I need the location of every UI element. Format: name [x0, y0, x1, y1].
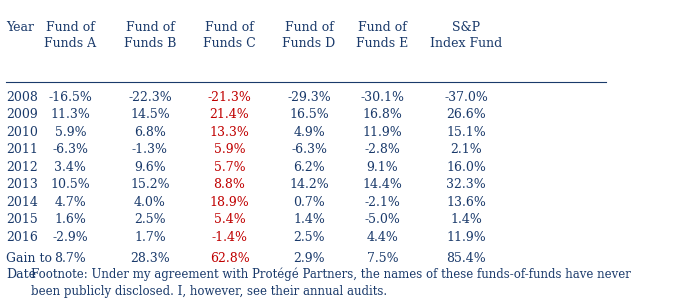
Text: 16.5%: 16.5%	[289, 108, 329, 121]
Text: S&P
Index Fund: S&P Index Fund	[430, 21, 503, 50]
Text: 16.8%: 16.8%	[362, 108, 403, 121]
Text: -1.4%: -1.4%	[211, 231, 248, 244]
Text: 1.4%: 1.4%	[450, 213, 482, 226]
Text: 2013: 2013	[6, 178, 38, 191]
Text: 1.7%: 1.7%	[134, 231, 166, 244]
Text: 2.5%: 2.5%	[134, 213, 165, 226]
Text: -2.8%: -2.8%	[364, 143, 401, 156]
Text: 21.4%: 21.4%	[209, 108, 249, 121]
Text: Fund of
Funds E: Fund of Funds E	[357, 21, 408, 50]
Text: 28.3%: 28.3%	[130, 252, 170, 265]
Text: -16.5%: -16.5%	[48, 91, 92, 104]
Text: 11.9%: 11.9%	[363, 126, 402, 139]
Text: -30.1%: -30.1%	[361, 91, 405, 104]
Text: 2010: 2010	[6, 126, 38, 139]
Text: 2014: 2014	[6, 196, 38, 209]
Text: Fund of
Funds C: Fund of Funds C	[203, 21, 256, 50]
Text: -1.3%: -1.3%	[132, 143, 168, 156]
Text: 5.7%: 5.7%	[214, 161, 245, 174]
Text: 11.3%: 11.3%	[50, 108, 90, 121]
Text: 14.5%: 14.5%	[130, 108, 170, 121]
Text: 2016: 2016	[6, 231, 38, 244]
Text: 4.4%: 4.4%	[366, 231, 399, 244]
Text: 10.5%: 10.5%	[50, 178, 90, 191]
Text: 2.5%: 2.5%	[293, 231, 325, 244]
Text: -5.0%: -5.0%	[364, 213, 401, 226]
Text: 6.2%: 6.2%	[293, 161, 325, 174]
Text: 0.7%: 0.7%	[293, 196, 325, 209]
Text: 9.1%: 9.1%	[366, 161, 399, 174]
Text: 32.3%: 32.3%	[447, 178, 487, 191]
Text: -29.3%: -29.3%	[287, 91, 331, 104]
Text: 2009: 2009	[6, 108, 38, 121]
Text: -37.0%: -37.0%	[445, 91, 489, 104]
Text: 15.1%: 15.1%	[447, 126, 487, 139]
Text: 5.9%: 5.9%	[54, 126, 86, 139]
Text: 5.4%: 5.4%	[214, 213, 246, 226]
Text: 8.8%: 8.8%	[214, 178, 246, 191]
Text: 4.9%: 4.9%	[293, 126, 325, 139]
Text: 15.2%: 15.2%	[130, 178, 170, 191]
Text: 2008: 2008	[6, 91, 38, 104]
Text: 2015: 2015	[6, 213, 38, 226]
Text: 2011: 2011	[6, 143, 38, 156]
Text: 13.3%: 13.3%	[209, 126, 249, 139]
Text: -6.3%: -6.3%	[291, 143, 327, 156]
Text: Gain to
Date: Gain to Date	[6, 252, 52, 281]
Text: 4.7%: 4.7%	[54, 196, 87, 209]
Text: 2.1%: 2.1%	[450, 143, 482, 156]
Text: 6.8%: 6.8%	[134, 126, 166, 139]
Text: 2012: 2012	[6, 161, 38, 174]
Text: 3.4%: 3.4%	[54, 161, 87, 174]
Text: 14.2%: 14.2%	[289, 178, 329, 191]
Text: -22.3%: -22.3%	[128, 91, 172, 104]
Text: 11.9%: 11.9%	[447, 231, 487, 244]
Text: Fund of
Funds A: Fund of Funds A	[44, 21, 96, 50]
Text: 18.9%: 18.9%	[209, 196, 249, 209]
Text: 1.4%: 1.4%	[293, 213, 325, 226]
Text: 9.6%: 9.6%	[134, 161, 166, 174]
Text: 16.0%: 16.0%	[447, 161, 487, 174]
Text: Fund of
Funds B: Fund of Funds B	[124, 21, 176, 50]
Text: 5.9%: 5.9%	[214, 143, 245, 156]
Text: -2.1%: -2.1%	[364, 196, 401, 209]
Text: -6.3%: -6.3%	[52, 143, 89, 156]
Text: 14.4%: 14.4%	[362, 178, 403, 191]
Text: 4.0%: 4.0%	[134, 196, 166, 209]
Text: 7.5%: 7.5%	[366, 252, 399, 265]
Text: Year: Year	[6, 21, 34, 34]
Text: 8.7%: 8.7%	[54, 252, 87, 265]
Text: 62.8%: 62.8%	[209, 252, 249, 265]
Text: 13.6%: 13.6%	[447, 196, 487, 209]
Text: 1.6%: 1.6%	[54, 213, 87, 226]
Text: 85.4%: 85.4%	[447, 252, 487, 265]
Text: -21.3%: -21.3%	[207, 91, 251, 104]
Text: Footnote: Under my agreement with Protégé Partners, the names of these funds-of-: Footnote: Under my agreement with Protég…	[31, 267, 630, 298]
Text: -2.9%: -2.9%	[52, 231, 88, 244]
Text: 26.6%: 26.6%	[447, 108, 487, 121]
Text: 2.9%: 2.9%	[293, 252, 325, 265]
Text: Fund of
Funds D: Fund of Funds D	[283, 21, 336, 50]
